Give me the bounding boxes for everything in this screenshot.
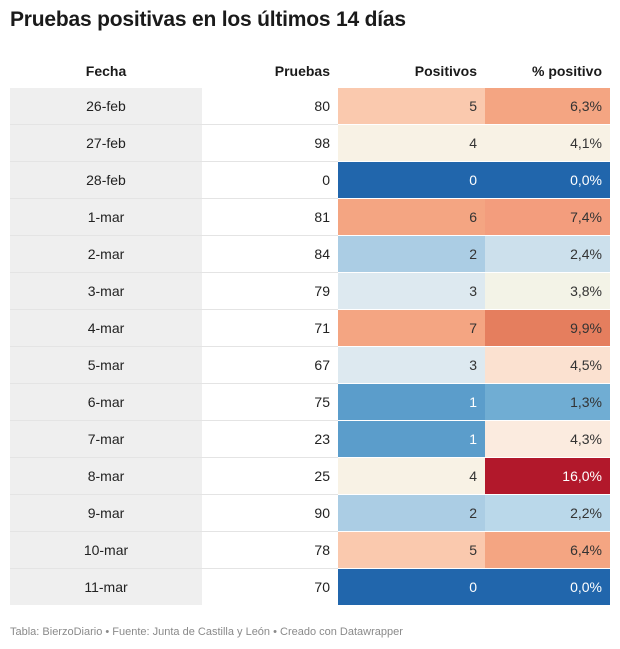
column-header-positivos: Positivos: [414, 63, 477, 79]
table-row: 2-mar 84 2 2,4%: [10, 235, 610, 273]
table-body: 26-feb 80 5 6,3% 27-feb 98 4 4,1% 28-feb 0 0 0,0% 1-…: [10, 88, 610, 605]
cell-fecha: 7-mar: [10, 420, 202, 458]
cell-pct-positivo: 0,0%: [485, 568, 610, 605]
table-row: 11-mar 70 0 0,0%: [10, 568, 610, 605]
cell-pct-positivo: 6,4%: [485, 531, 610, 569]
cell-positivos: 3: [338, 272, 485, 310]
chart-title: Pruebas positivas en los últimos 14 días: [10, 8, 406, 31]
cell-pruebas: 70: [314, 579, 330, 595]
cell-positivos: 3: [338, 346, 485, 384]
cell-pruebas: 98: [202, 124, 338, 162]
table-header-row: Fecha Pruebas Positivos % positivo: [10, 54, 610, 88]
cell-pct-positivo: 4,5%: [485, 346, 610, 384]
cell-pct-positivo: 6,3%: [485, 88, 610, 125]
cell-pruebas: 90: [202, 494, 338, 532]
cell-pruebas: 71: [202, 309, 338, 347]
table-row: 28-feb 0 0 0,0%: [10, 161, 610, 199]
cell-pct-positivo: 0,0%: [485, 161, 610, 199]
cell-pct-positivo: 2,4%: [485, 235, 610, 273]
cell-pct-positivo: 3,8%: [485, 272, 610, 310]
column-header-pct-positivo: % positivo: [531, 63, 602, 79]
table-row: 4-mar 71 7 9,9%: [10, 309, 610, 347]
column-header-fecha: Fecha: [85, 63, 127, 79]
cell-fecha: 8-mar: [10, 457, 202, 495]
table-row: 10-mar 78 5 6,4%: [10, 531, 610, 569]
table-row: 27-feb 98 4 4,1%: [10, 124, 610, 162]
table-row: 3-mar 79 3 3,8%: [10, 272, 610, 310]
cell-fecha: 5-mar: [10, 346, 202, 384]
cell-positivos: 6: [338, 198, 485, 236]
cell-positivos: 2: [338, 235, 485, 273]
cell-pruebas: 75: [202, 383, 338, 421]
cell-positivos: 0: [338, 161, 485, 199]
table-row: 7-mar 23 1 4,3%: [10, 420, 610, 458]
cell-pruebas: 84: [202, 235, 338, 273]
cell-positivos: 7: [338, 309, 485, 347]
cell-positivos: 4: [338, 457, 485, 495]
cell-pruebas: 25: [202, 457, 338, 495]
cell-pruebas: 67: [202, 346, 338, 384]
cell-pruebas: 23: [202, 420, 338, 458]
cell-pct-positivo: 1,3%: [485, 383, 610, 421]
cell-fecha: 9-mar: [10, 494, 202, 532]
cell-fecha: 2-mar: [10, 235, 202, 273]
cell-pruebas: 78: [202, 531, 338, 569]
cell-positivos: 4: [338, 124, 485, 162]
data-table: Fecha Pruebas Positivos % positivo 26-fe…: [10, 54, 610, 605]
cell-pruebas: 80: [202, 88, 338, 125]
footer-credit: Tabla: BierzoDiario • Fuente: Junta de C…: [10, 626, 403, 638]
cell-pct-positivo: 9,9%: [485, 309, 610, 347]
cell-pct-positivo: 16,0%: [485, 457, 610, 495]
cell-fecha: 11-mar: [10, 568, 202, 605]
cell-fecha: 28-feb: [10, 161, 202, 199]
table-row: 5-mar 67 3 4,5%: [10, 346, 610, 384]
cell-pruebas: 0: [202, 161, 338, 199]
cell-positivos: 5: [338, 531, 485, 569]
cell-pct-positivo: 2,2%: [485, 494, 610, 532]
cell-fecha: 27-feb: [10, 124, 202, 162]
cell-pct-positivo: 7,4%: [485, 198, 610, 236]
cell-pct-positivo: 4,3%: [485, 420, 610, 458]
cell-positivos: 5: [338, 88, 485, 125]
cell-positivos: 0: [338, 568, 485, 605]
cell-fecha: 6-mar: [10, 383, 202, 421]
cell-fecha: 4-mar: [10, 309, 202, 347]
table-row: 1-mar 81 6 7,4%: [10, 198, 610, 236]
cell-fecha: 3-mar: [10, 272, 202, 310]
table-row: 8-mar 25 4 16,0%: [10, 457, 610, 495]
cell-pct-positivo: 4,1%: [485, 124, 610, 162]
table-row: 9-mar 90 2 2,2%: [10, 494, 610, 532]
column-header-pruebas: Pruebas: [274, 63, 330, 79]
cell-pruebas: 79: [202, 272, 338, 310]
cell-fecha: 26-feb: [10, 88, 202, 125]
cell-fecha: 10-mar: [10, 531, 202, 569]
cell-pruebas: 81: [202, 198, 338, 236]
table-row: 6-mar 75 1 1,3%: [10, 383, 610, 421]
cell-fecha: 1-mar: [10, 198, 202, 236]
cell-positivos: 1: [338, 383, 485, 421]
table-row: 26-feb 80 5 6,3%: [10, 88, 610, 125]
cell-positivos: 2: [338, 494, 485, 532]
cell-positivos: 1: [338, 420, 485, 458]
